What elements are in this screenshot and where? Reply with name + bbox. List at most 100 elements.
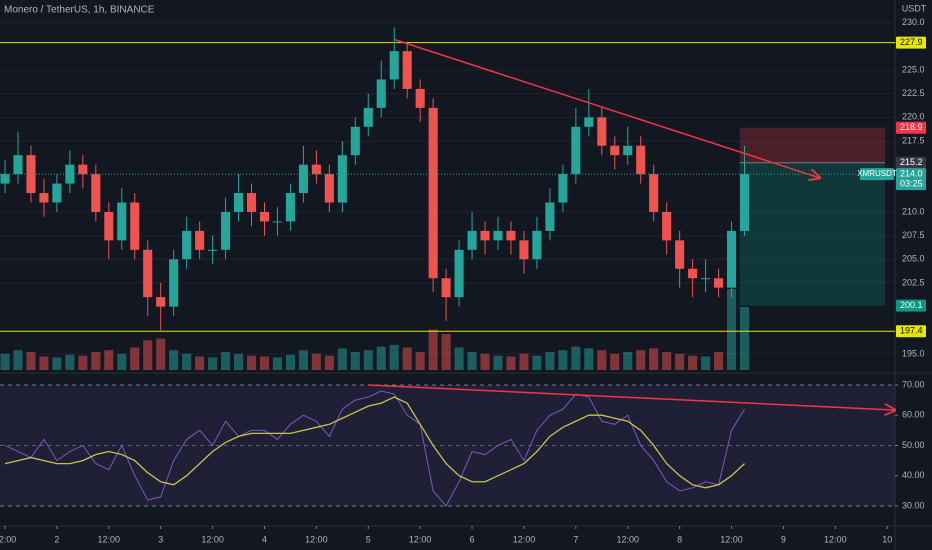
candle-body (246, 193, 257, 212)
volume-bar (480, 353, 490, 370)
series-line (4, 396, 745, 489)
volume-bar (454, 347, 464, 370)
candle-body (182, 230, 192, 260)
entry-label-box (896, 156, 926, 169)
candle-body (389, 51, 399, 80)
candle-body (91, 174, 101, 212)
y-tick-label: 50.00 (902, 440, 925, 450)
candle-body (739, 174, 750, 231)
candle-body (402, 51, 412, 89)
volume-bar (519, 353, 529, 370)
candle-body (545, 202, 555, 231)
trendline (394, 39, 820, 178)
volume-bar (285, 354, 295, 370)
candle-body (324, 174, 334, 203)
candle-body (493, 230, 503, 241)
candle-body (532, 230, 542, 260)
x-tick-label: 12:00 (98, 534, 121, 544)
candle-body (363, 107, 373, 127)
last-price-box (896, 168, 926, 191)
y-tick-label: 195.0 (902, 348, 925, 358)
x-tick-label: 3 (158, 534, 163, 544)
candle-body (467, 230, 477, 250)
volume-bar (415, 352, 425, 370)
volume-bar (26, 352, 36, 370)
volume-bar (597, 350, 607, 370)
candle-body (688, 268, 698, 279)
volume-bar (130, 347, 140, 370)
volume-bar (324, 355, 334, 370)
candle-body (428, 107, 438, 279)
y-tick-label: 225.0 (902, 64, 925, 74)
x-tick-label: 8 (677, 534, 682, 544)
volume-bar (13, 350, 23, 370)
volume-bar (545, 352, 555, 370)
x-tick-label: 9 (781, 534, 786, 544)
trendline (367, 384, 895, 410)
candle-body (337, 155, 347, 203)
candle-body (597, 117, 607, 146)
hline-label-box (896, 325, 926, 338)
volume-bar (52, 357, 62, 370)
y-tick-label: 202.5 (902, 277, 925, 287)
volume-bar (169, 350, 179, 370)
x-tick-label: 7 (573, 534, 578, 544)
candle-body (298, 164, 308, 194)
volume-bar (662, 352, 672, 370)
volume-bar (350, 352, 360, 370)
candle-body (208, 249, 218, 251)
x-tick-label: 12:00 (0, 534, 16, 544)
candle-body (571, 126, 581, 175)
x-tick-label: 12:00 (201, 534, 224, 544)
volume-bar (441, 334, 451, 370)
volume-bar (675, 353, 685, 370)
x-tick-label: 12:00 (616, 534, 639, 544)
target-label-box (896, 299, 926, 312)
volume-bar (156, 338, 166, 370)
candle-body (78, 164, 88, 175)
x-tick-label: 12:00 (409, 534, 432, 544)
volume-bar (739, 307, 750, 370)
candle-body (506, 230, 516, 241)
volume-bar (714, 352, 724, 370)
candle-body (221, 211, 231, 250)
volume-bar (104, 350, 114, 370)
volume-bar (389, 344, 399, 370)
x-tick-label: 4 (262, 534, 267, 544)
y-tick-label: 207.5 (902, 230, 925, 240)
y-tick-label: 30.00 (902, 500, 925, 510)
candle-body (169, 259, 179, 307)
candle-body (143, 249, 153, 298)
stop-label-box (896, 121, 926, 134)
candle-body (675, 240, 685, 269)
candle-body (130, 202, 140, 250)
volume-bar (0, 353, 10, 370)
candle-body (39, 193, 49, 203)
volume-bar (506, 356, 516, 370)
candle-body (13, 155, 23, 175)
candle-body (584, 117, 594, 127)
candle-body (272, 221, 283, 223)
stop-zone (739, 127, 886, 163)
candle-body (662, 211, 672, 241)
candle-body (156, 297, 166, 307)
volume-bar (428, 329, 438, 370)
candle-body (311, 164, 321, 175)
volume-bar (182, 353, 192, 370)
candle-body (376, 79, 386, 108)
plot-layer: 195.0 202.5 205.0 207.5 210.0 217.5 220.0 222.5… (0, 17, 926, 544)
volume-bar (584, 348, 594, 370)
volume-bar (363, 350, 373, 370)
volume-bar (208, 357, 218, 370)
volume-bar (78, 355, 88, 370)
y-tick-label: 222.5 (902, 88, 925, 98)
x-tick-label: 10 (882, 534, 892, 544)
last-price-label: 214.0 (900, 168, 923, 178)
volume-bar (623, 352, 633, 370)
candle-body (701, 278, 711, 280)
volume-bar (195, 356, 205, 370)
hline-label: 197.4 (900, 326, 923, 336)
y-tick-label: 220.0 (902, 112, 925, 122)
